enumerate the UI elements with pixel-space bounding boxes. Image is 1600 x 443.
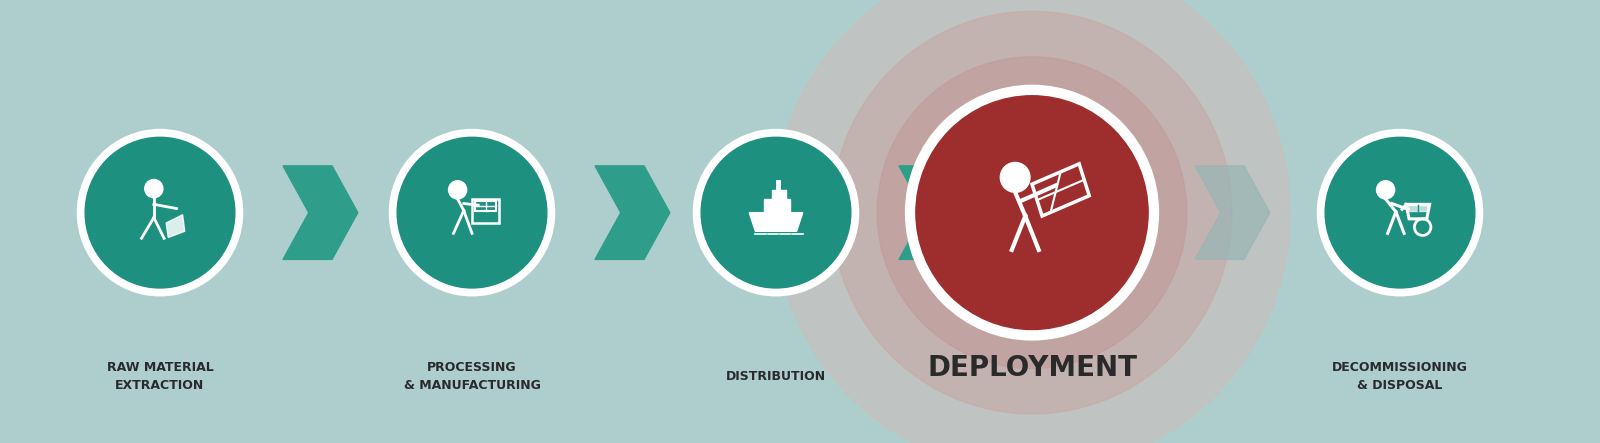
Ellipse shape	[877, 57, 1187, 369]
Ellipse shape	[77, 129, 243, 296]
Polygon shape	[166, 215, 184, 237]
Ellipse shape	[389, 129, 555, 296]
Ellipse shape	[701, 137, 851, 288]
Ellipse shape	[1376, 181, 1395, 199]
Ellipse shape	[832, 12, 1232, 414]
Ellipse shape	[397, 137, 547, 288]
Ellipse shape	[906, 85, 1158, 340]
Ellipse shape	[85, 137, 235, 288]
Polygon shape	[1195, 166, 1270, 260]
Ellipse shape	[1317, 129, 1483, 296]
Text: DECOMMISSIONING
& DISPOSAL: DECOMMISSIONING & DISPOSAL	[1333, 361, 1467, 392]
Polygon shape	[899, 166, 974, 260]
Polygon shape	[283, 166, 358, 260]
Polygon shape	[749, 213, 803, 231]
Text: PROCESSING
& MANUFACTURING: PROCESSING & MANUFACTURING	[403, 361, 541, 392]
Ellipse shape	[1000, 163, 1030, 192]
Text: DEPLOYMENT: DEPLOYMENT	[926, 354, 1138, 382]
Polygon shape	[595, 166, 670, 260]
Polygon shape	[771, 190, 786, 199]
Polygon shape	[1408, 205, 1427, 211]
Ellipse shape	[915, 96, 1149, 330]
Text: RAW MATERIAL
EXTRACTION: RAW MATERIAL EXTRACTION	[107, 361, 213, 392]
Ellipse shape	[448, 181, 467, 199]
Ellipse shape	[693, 129, 859, 296]
Ellipse shape	[1325, 137, 1475, 288]
Polygon shape	[763, 199, 790, 213]
Text: DISTRIBUTION: DISTRIBUTION	[726, 370, 826, 383]
Ellipse shape	[774, 0, 1290, 443]
Ellipse shape	[144, 179, 163, 198]
